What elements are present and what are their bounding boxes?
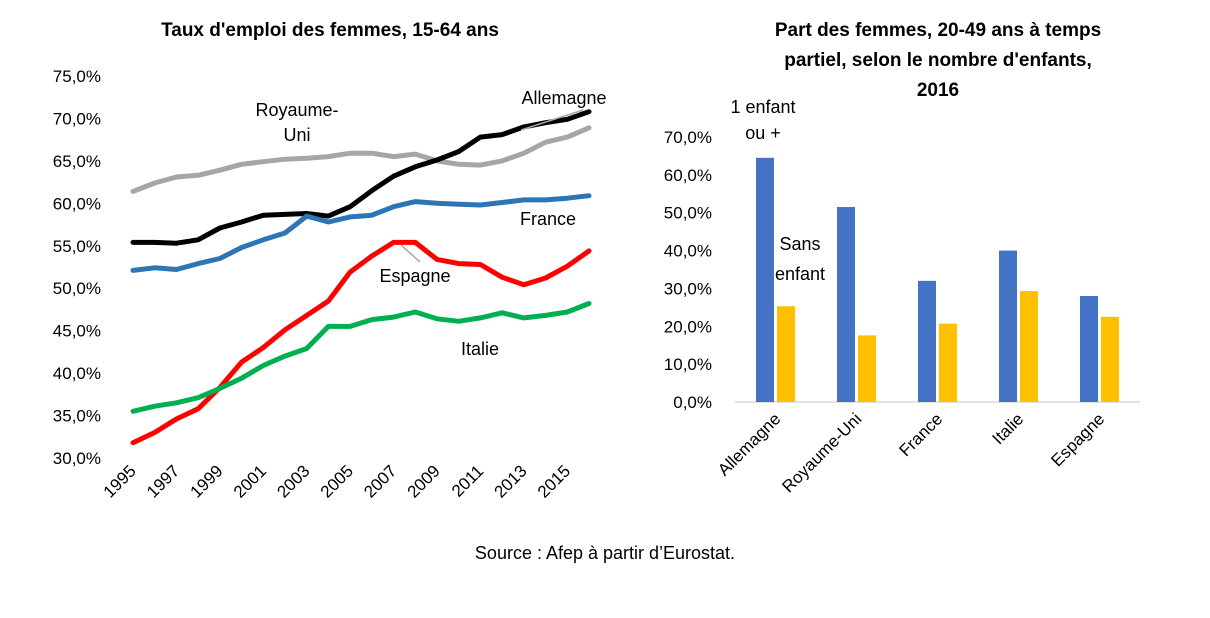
bar-royaume-uni-sans-enfant [858,335,876,402]
bar-allemagne-1-enfant-ou [756,157,774,402]
bar-espagne-1-enfant-ou [1080,296,1098,402]
line-x-tick: 2003 [273,461,313,501]
allemagne-leader-line [520,109,584,131]
line-chart-x-axis: 1995 1997 1999 2001 2003 2005 2007 2009 2011 2013… [100,461,574,501]
source-note: Source : Afep à partir d’Eurostat. [474,543,736,563]
line-y-tick: 70,0% [53,109,101,128]
bar-y-tick: 40,0% [664,242,712,261]
line-x-tick: 1995 [100,461,140,501]
line-chart-title: Taux d'emploi des femmes, 15-64 ans [161,20,499,41]
series-line-espagne [130,239,592,446]
legend-label-with-children-line1: 1 enfant [730,97,795,117]
series-label-france: France [520,209,576,229]
line-y-tick: 30,0% [53,449,101,468]
bar-france-sans-enfant [939,323,957,402]
series-label-royaume-uni-line1: Royaume- [255,100,338,120]
bar-italie-sans-enfant [1020,291,1038,402]
bar-chart-y-axis: 0,0% 10,0% 20,0% 30,0% 40,0% 50,0% 60,0% 70,0% [664,128,712,412]
line-y-tick: 50,0% [53,279,101,298]
line-chart-series [130,109,592,446]
bar-chart-title-line1: Part des femmes, 20-49 ans à temps [775,20,1101,41]
line-x-tick: 2001 [230,461,270,501]
line-y-tick: 60,0% [53,194,101,213]
bar-y-tick: 50,0% [664,204,712,223]
bar-y-tick: 70,0% [664,128,712,147]
line-y-tick: 75,0% [53,67,101,86]
bar-y-tick: 0,0% [673,393,712,412]
series-label-espagne: Espagne [379,266,450,286]
legend-label-no-children-line1: Sans [779,234,820,254]
series-line-royaume-uni [130,125,592,194]
bar-chart-bars [735,157,1140,403]
line-x-tick: 2011 [448,461,487,500]
bar-royaume-uni-1-enfant-ou [837,207,855,402]
series-label-royaume-uni-line2: Uni [283,125,310,145]
line-y-tick: 45,0% [53,322,101,341]
bar-y-tick: 20,0% [664,317,712,336]
series-line-allemagne [130,109,592,246]
line-x-tick: 2015 [534,461,574,501]
line-y-tick: 35,0% [53,407,101,426]
bar-chart: Part des femmes, 20-49 ans à temps parti… [664,20,1140,496]
series-line-italie [130,301,592,414]
line-x-tick: 2009 [404,461,444,501]
bar-y-tick: 30,0% [664,279,712,298]
bar-x-tick: Royaume-Uni [778,409,865,496]
espagne-leader-line [400,244,421,263]
bar-france-1-enfant-ou [918,280,936,402]
bar-chart-title-line2: partiel, selon le nombre d'enfants, [784,50,1092,71]
series-label-italie: Italie [461,339,499,359]
bar-x-tick: Italie [988,409,1027,448]
line-x-tick: 2013 [491,461,531,501]
line-y-tick: 40,0% [53,364,101,383]
line-y-tick: 55,0% [53,237,101,256]
line-x-tick: 1997 [143,461,183,501]
bar-chart-legend-labels: 1 enfant ou + Sans enfant [730,97,825,284]
bar-espagne-sans-enfant [1101,316,1119,402]
bar-allemagne-sans-enfant [777,306,795,402]
bar-x-tick: Allemagne [714,409,784,479]
bar-y-tick: 10,0% [664,355,712,374]
bar-y-tick: 60,0% [664,166,712,185]
line-x-tick: 1999 [187,461,227,501]
bar-chart-title-line3: 2016 [917,80,959,101]
bar-x-tick: Espagne [1047,409,1108,470]
line-y-tick: 65,0% [53,152,101,171]
series-label-allemagne: Allemagne [521,88,606,108]
series-line-france [130,193,592,273]
legend-label-no-children-line2: enfant [775,264,825,284]
legend-label-with-children-line2: ou + [745,123,781,143]
bar-italie-1-enfant-ou [999,250,1017,402]
line-chart-series-labels: Royaume- Uni Allemagne France Espagne It… [255,88,606,359]
line-chart-y-axis: 30,0% 35,0% 40,0% 45,0% 50,0% 55,0% 60,0% 65,0%… [53,67,101,468]
bar-x-tick: France [895,409,946,460]
line-x-tick: 2005 [317,461,357,501]
line-chart: Taux d'emploi des femmes, 15-64 ans 30,0… [53,20,607,502]
line-x-tick: 2007 [360,461,400,501]
